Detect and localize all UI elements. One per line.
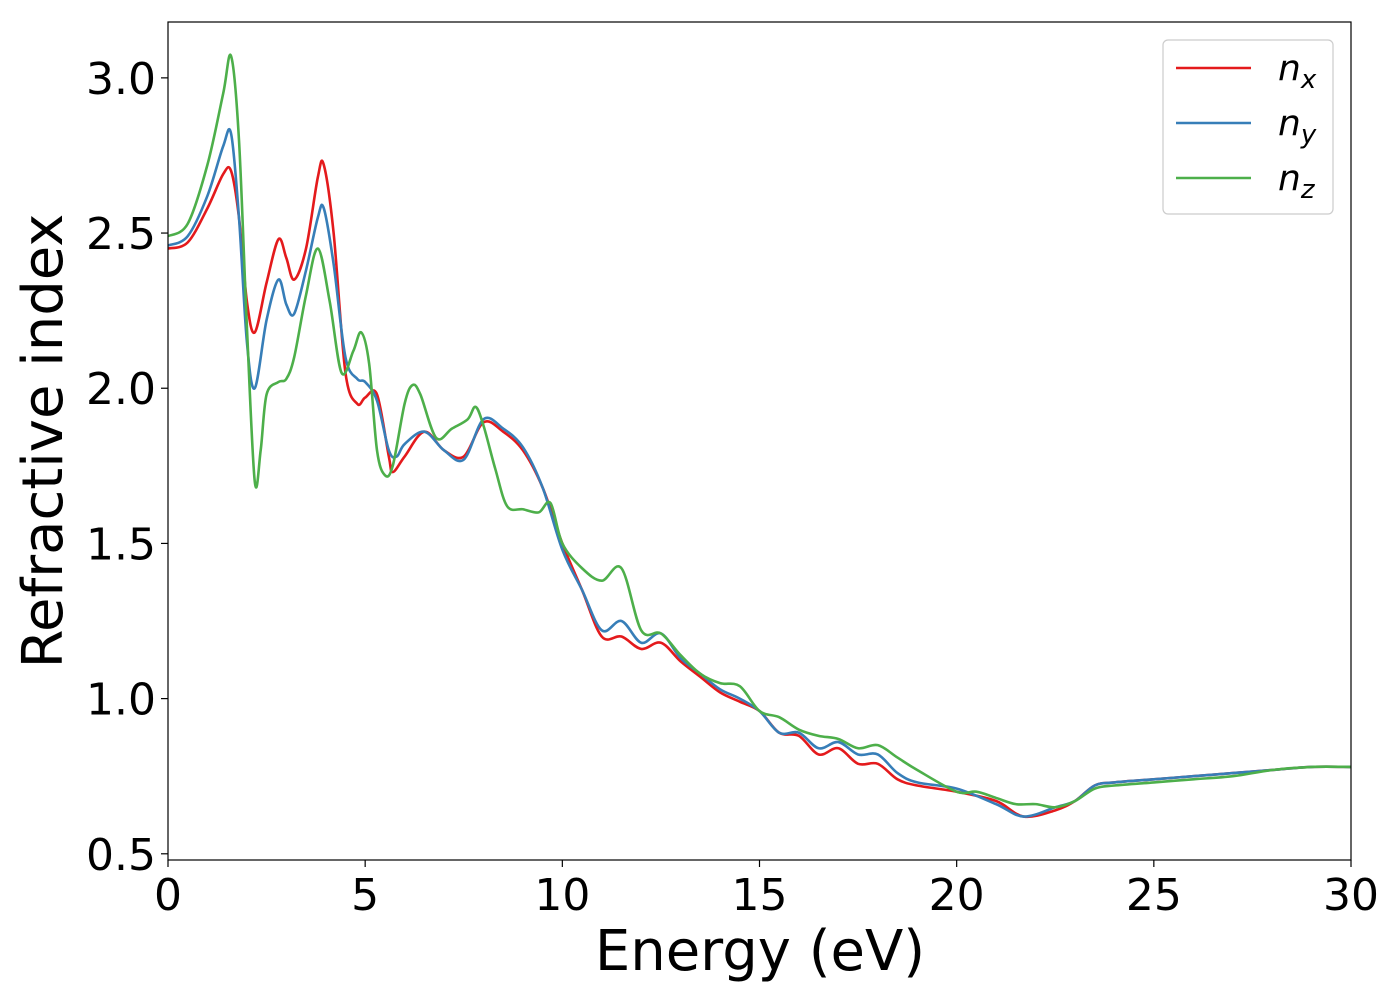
series-line-nz bbox=[167, 53, 1352, 809]
series-line-nx bbox=[167, 159, 1352, 819]
x-tick-label: 25 bbox=[1126, 870, 1182, 921]
x-tick-label: 15 bbox=[732, 870, 788, 921]
y-tick-label: 0.5 bbox=[86, 830, 156, 881]
x-tick-label: 30 bbox=[1323, 870, 1379, 921]
x-tick-label: 0 bbox=[154, 870, 182, 921]
x-axis-label: Energy (eV) bbox=[595, 919, 925, 984]
y-axis-ticks: 0.5 1.0 1.5 2.0 2.5 3.0 bbox=[86, 54, 168, 881]
y-tick-label: 3.0 bbox=[86, 54, 156, 105]
x-tick-label: 10 bbox=[534, 870, 590, 921]
y-tick-label: 1.5 bbox=[86, 519, 156, 570]
x-tick-label: 5 bbox=[351, 870, 379, 921]
x-axis-ticks: 0 5 10 15 20 25 30 bbox=[154, 860, 1379, 921]
series-line-ny bbox=[167, 127, 1352, 818]
y-tick-label: 2.5 bbox=[86, 209, 156, 260]
legend-box bbox=[1162, 39, 1334, 215]
y-axis-label: Refractive index bbox=[11, 214, 76, 669]
y-tick-label: 2.0 bbox=[86, 364, 156, 415]
x-tick-label: 20 bbox=[929, 870, 985, 921]
series-lines bbox=[167, 53, 1352, 819]
y-tick-label: 1.0 bbox=[86, 675, 156, 726]
